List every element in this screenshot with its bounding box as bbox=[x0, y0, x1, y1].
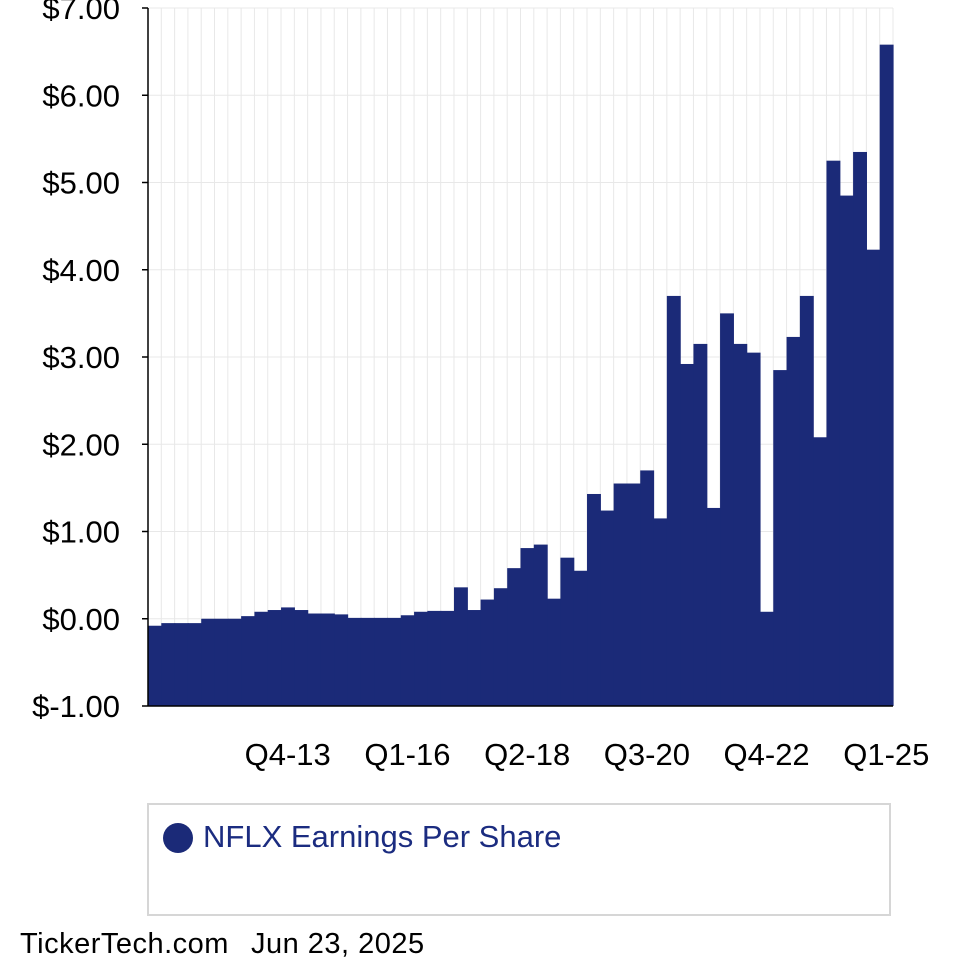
bar-Q4-12 bbox=[227, 618, 242, 706]
bar-Q2-21 bbox=[680, 363, 695, 706]
bar-Q4-22 bbox=[759, 611, 774, 706]
legend: NFLX Earnings Per Share bbox=[147, 803, 891, 916]
bar-Q2-19 bbox=[573, 570, 588, 706]
bar-Q3-23 bbox=[799, 295, 814, 706]
footer: TickerTech.com Jun 23, 2025 bbox=[20, 928, 425, 961]
bar-Q4-13 bbox=[281, 607, 295, 706]
bar-Q3-14 bbox=[320, 613, 335, 706]
bar-Q1-23 bbox=[773, 370, 788, 706]
bar-Q2-11 bbox=[148, 625, 162, 706]
bar-Q2-16 bbox=[414, 611, 428, 706]
bar-Q4-21 bbox=[706, 507, 721, 706]
bar-Q2-14 bbox=[307, 613, 322, 706]
bar-Q4-24 bbox=[866, 249, 881, 706]
bar-Q1-22 bbox=[720, 313, 734, 706]
bar-Q1-21 bbox=[666, 295, 681, 706]
bar-Q2-12 bbox=[201, 618, 216, 706]
bar-Q2-15 bbox=[360, 617, 375, 706]
bar-Q1-17 bbox=[453, 587, 468, 706]
x-tick-label: Q1-25 bbox=[843, 737, 929, 772]
bar-Q2-13 bbox=[254, 611, 269, 706]
y-tick-label: $4.00 bbox=[42, 253, 120, 288]
bar-Q3-20 bbox=[640, 470, 655, 706]
bar-Q4-23 bbox=[813, 437, 828, 706]
y-tick-label: $1.00 bbox=[42, 515, 120, 550]
bar-Q1-24 bbox=[826, 160, 841, 706]
bar-Q3-13 bbox=[267, 610, 282, 706]
bar-Q2-17 bbox=[467, 610, 482, 706]
bar-Q1-20 bbox=[613, 483, 628, 706]
bar-Q4-11 bbox=[174, 623, 189, 706]
bar-Q3-15 bbox=[374, 617, 389, 706]
eps-bar-chart: $7.00 $6.00 $5.00 $4.00 $3.00 $2.00 $1.00 $0.00… bbox=[32, 0, 930, 772]
x-tick-labels: Q4-13 Q1-16 Q2-18 Q3-20 Q4-22 Q1-25 bbox=[245, 737, 930, 772]
y-tick-label: $2.00 bbox=[42, 427, 120, 462]
bar-Q2-20 bbox=[626, 483, 641, 706]
bar-Q2-24 bbox=[839, 195, 854, 706]
y-tick-labels: $7.00 $6.00 $5.00 $4.00 $3.00 $2.00 $1.00 $0.00… bbox=[32, 0, 120, 724]
axes bbox=[142, 7, 893, 707]
bars bbox=[148, 44, 894, 706]
y-tick-label: $3.00 bbox=[42, 340, 120, 375]
bar-Q4-14 bbox=[334, 614, 349, 706]
bar-Q3-16 bbox=[427, 610, 442, 706]
footer-brand: TickerTech.com bbox=[20, 928, 229, 960]
bar-Q2-18 bbox=[520, 548, 535, 706]
bar-Q3-22 bbox=[746, 352, 761, 706]
legend-label: NFLX Earnings Per Share bbox=[203, 819, 562, 854]
bar-Q1-15 bbox=[347, 617, 362, 706]
bar-Q1-25 bbox=[879, 44, 894, 706]
bar-Q1-13 bbox=[241, 616, 256, 706]
y-tick-label: $5.00 bbox=[42, 166, 120, 201]
y-tick-label: $6.00 bbox=[42, 78, 120, 113]
footer-date: Jun 23, 2025 bbox=[250, 928, 425, 960]
x-tick-label: Q4-13 bbox=[245, 737, 331, 772]
bar-Q3-18 bbox=[533, 544, 548, 706]
x-tick-label: Q4-22 bbox=[724, 737, 810, 772]
x-tick-label: Q1-16 bbox=[364, 737, 450, 772]
bar-Q1-12 bbox=[187, 623, 202, 706]
bar-Q4-16 bbox=[440, 610, 455, 706]
y-tick-label: $-1.00 bbox=[32, 689, 120, 724]
bar-Q3-21 bbox=[693, 343, 708, 706]
bar-Q1-19 bbox=[560, 557, 575, 706]
bar-Q3-24 bbox=[853, 151, 867, 706]
bar-Q2-23 bbox=[786, 336, 801, 706]
bar-Q4-19 bbox=[600, 510, 615, 706]
bar-Q1-14 bbox=[294, 610, 309, 706]
x-tick-label: Q2-18 bbox=[484, 737, 570, 772]
bar-Q1-16 bbox=[400, 615, 415, 706]
legend-marker-icon bbox=[163, 823, 193, 853]
x-tick-label: Q3-20 bbox=[604, 737, 690, 772]
bar-Q4-18 bbox=[547, 598, 562, 706]
bar-Q2-22 bbox=[733, 343, 748, 706]
bar-Q3-17 bbox=[480, 599, 495, 706]
y-tick-label: $7.00 bbox=[42, 0, 120, 26]
bar-Q4-20 bbox=[653, 518, 668, 706]
bar-Q4-15 bbox=[387, 617, 402, 706]
bar-Q4-17 bbox=[493, 588, 508, 706]
bar-Q3-12 bbox=[214, 618, 229, 706]
bar-Q1-18 bbox=[507, 568, 522, 706]
y-tick-label: $0.00 bbox=[42, 602, 120, 637]
bar-Q3-19 bbox=[587, 493, 601, 706]
bar-Q3-11 bbox=[161, 623, 176, 706]
